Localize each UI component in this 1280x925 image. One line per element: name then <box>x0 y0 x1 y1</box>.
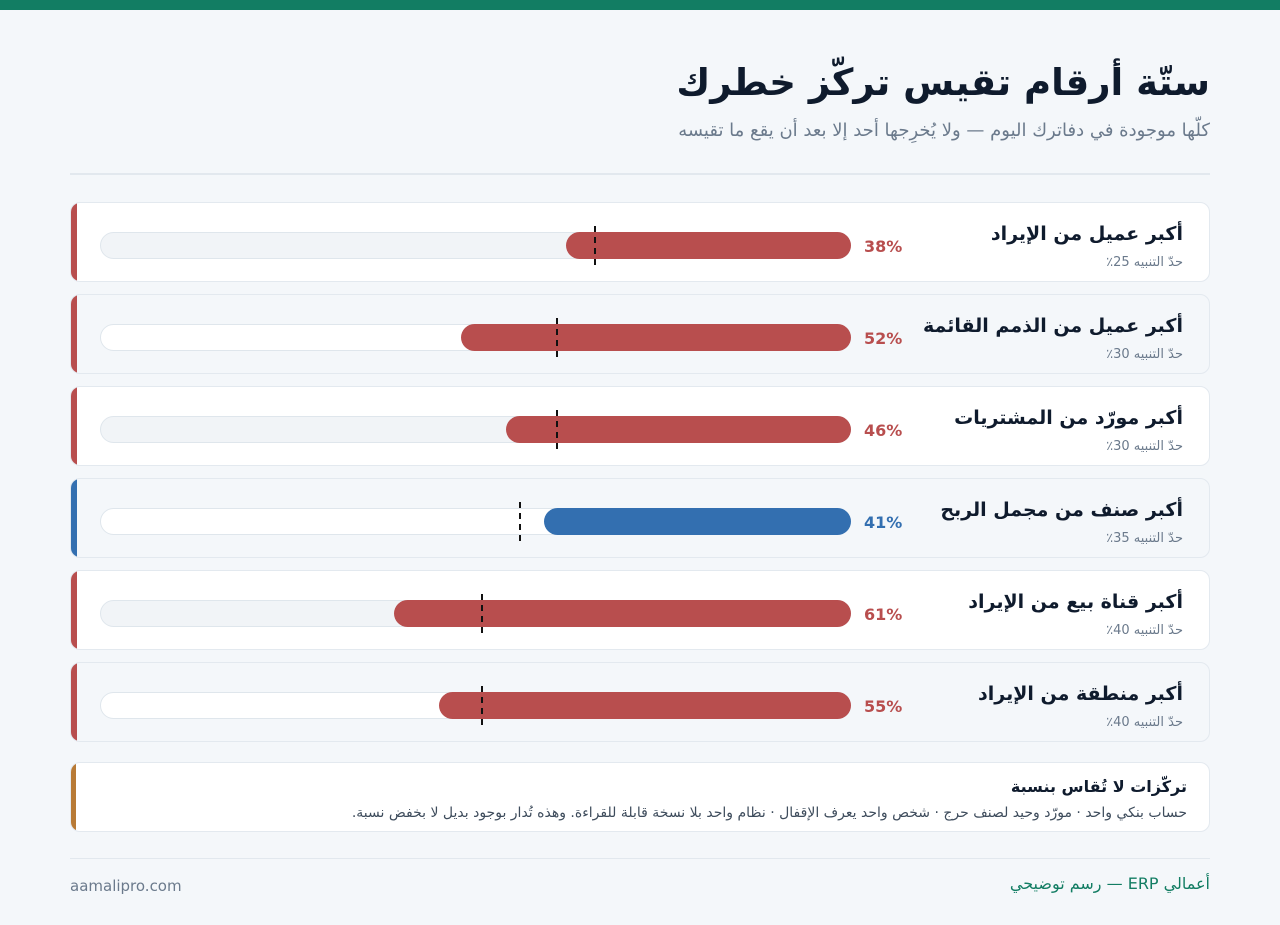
chart-row: أكبر صنف من مجمل الربح حدّ التنبيه 35٪ 41% <box>70 478 1210 558</box>
chart-row: أكبر مورّد من المشتريات حدّ التنبيه 30٪ 46… <box>70 386 1210 466</box>
row-accent-bar <box>71 387 77 465</box>
category-label: أكبر صنف من مجمل الربح <box>940 499 1183 521</box>
footer-divider <box>70 858 1210 859</box>
note-accent-bar <box>71 763 76 831</box>
category-label: أكبر عميل من الإيراد <box>990 223 1183 245</box>
chart-row: أكبر عميل من الإيراد حدّ التنبيه 25٪ 38% <box>70 202 1210 282</box>
value-label: 55% <box>864 697 903 716</box>
bar-fill <box>438 692 851 719</box>
chart-row: أكبر عميل من الذمم القائمة حدّ التنبيه 30… <box>70 294 1210 374</box>
threshold-label: حدّ التنبيه 40٪ <box>1106 715 1183 730</box>
row-accent-bar <box>71 295 77 373</box>
top-accent-strip <box>0 0 1280 10</box>
chart-row: أكبر قناة بيع من الإيراد حدّ التنبيه 40٪ 6… <box>70 570 1210 650</box>
bar-fill <box>506 416 851 443</box>
threshold-label: حدّ التنبيه 25٪ <box>1106 255 1183 270</box>
bar-fill <box>461 324 851 351</box>
row-accent-bar <box>71 663 77 741</box>
category-label: أكبر عميل من الذمم القائمة <box>922 315 1183 337</box>
threshold-label: حدّ التنبيه 30٪ <box>1106 439 1183 454</box>
value-label: 46% <box>864 421 903 440</box>
row-accent-bar <box>71 203 77 281</box>
note-body: حساب بنكي واحد · مورّد وحيد لصنف حرج · ش… <box>351 805 1187 821</box>
threshold-marker <box>518 502 521 541</box>
note-title: تركّزات لا تُقاس بنسبة <box>1010 777 1187 796</box>
note-card: تركّزات لا تُقاس بنسبة حساب بنكي واحد · … <box>70 762 1210 832</box>
category-label: أكبر مورّد من المشتريات <box>954 407 1183 429</box>
value-label: 41% <box>864 513 903 532</box>
threshold-marker <box>593 226 596 265</box>
threshold-marker <box>481 594 483 633</box>
chart-row: أكبر منطقة من الإيراد حدّ التنبيه 40٪ 55% <box>70 662 1210 742</box>
row-accent-bar <box>71 479 77 557</box>
category-label: أكبر منطقة من الإيراد <box>978 683 1183 705</box>
row-accent-bar <box>71 571 77 649</box>
threshold-marker <box>556 410 558 449</box>
page-header: ستّة أرقام تقيس تركّز خطرك كلّها موجودة … <box>70 58 1210 144</box>
header-divider <box>70 173 1210 175</box>
value-label: 61% <box>864 605 903 624</box>
footer-brand: أعمالي ERP — رسم توضيحي <box>1009 874 1210 893</box>
threshold-marker <box>481 686 483 725</box>
value-label: 52% <box>864 329 903 348</box>
threshold-label: حدّ التنبيه 30٪ <box>1106 347 1183 362</box>
bar-fill <box>543 508 851 535</box>
bar-fill <box>566 232 851 259</box>
footer-site-link[interactable]: aamalipro.com <box>70 877 182 895</box>
value-label: 38% <box>864 237 903 256</box>
page-subtitle: كلّها موجودة في دفاترك اليوم — ولا يُخرِ… <box>678 120 1210 141</box>
page-title: ستّة أرقام تقيس تركّز خطرك <box>676 61 1210 104</box>
bar-fill <box>393 600 851 627</box>
threshold-label: حدّ التنبيه 35٪ <box>1106 531 1183 546</box>
concentration-chart: أكبر عميل من الإيراد حدّ التنبيه 25٪ 38% أك… <box>70 202 1210 754</box>
threshold-marker <box>556 318 558 357</box>
category-label: أكبر قناة بيع من الإيراد <box>968 591 1183 613</box>
threshold-label: حدّ التنبيه 40٪ <box>1106 623 1183 638</box>
